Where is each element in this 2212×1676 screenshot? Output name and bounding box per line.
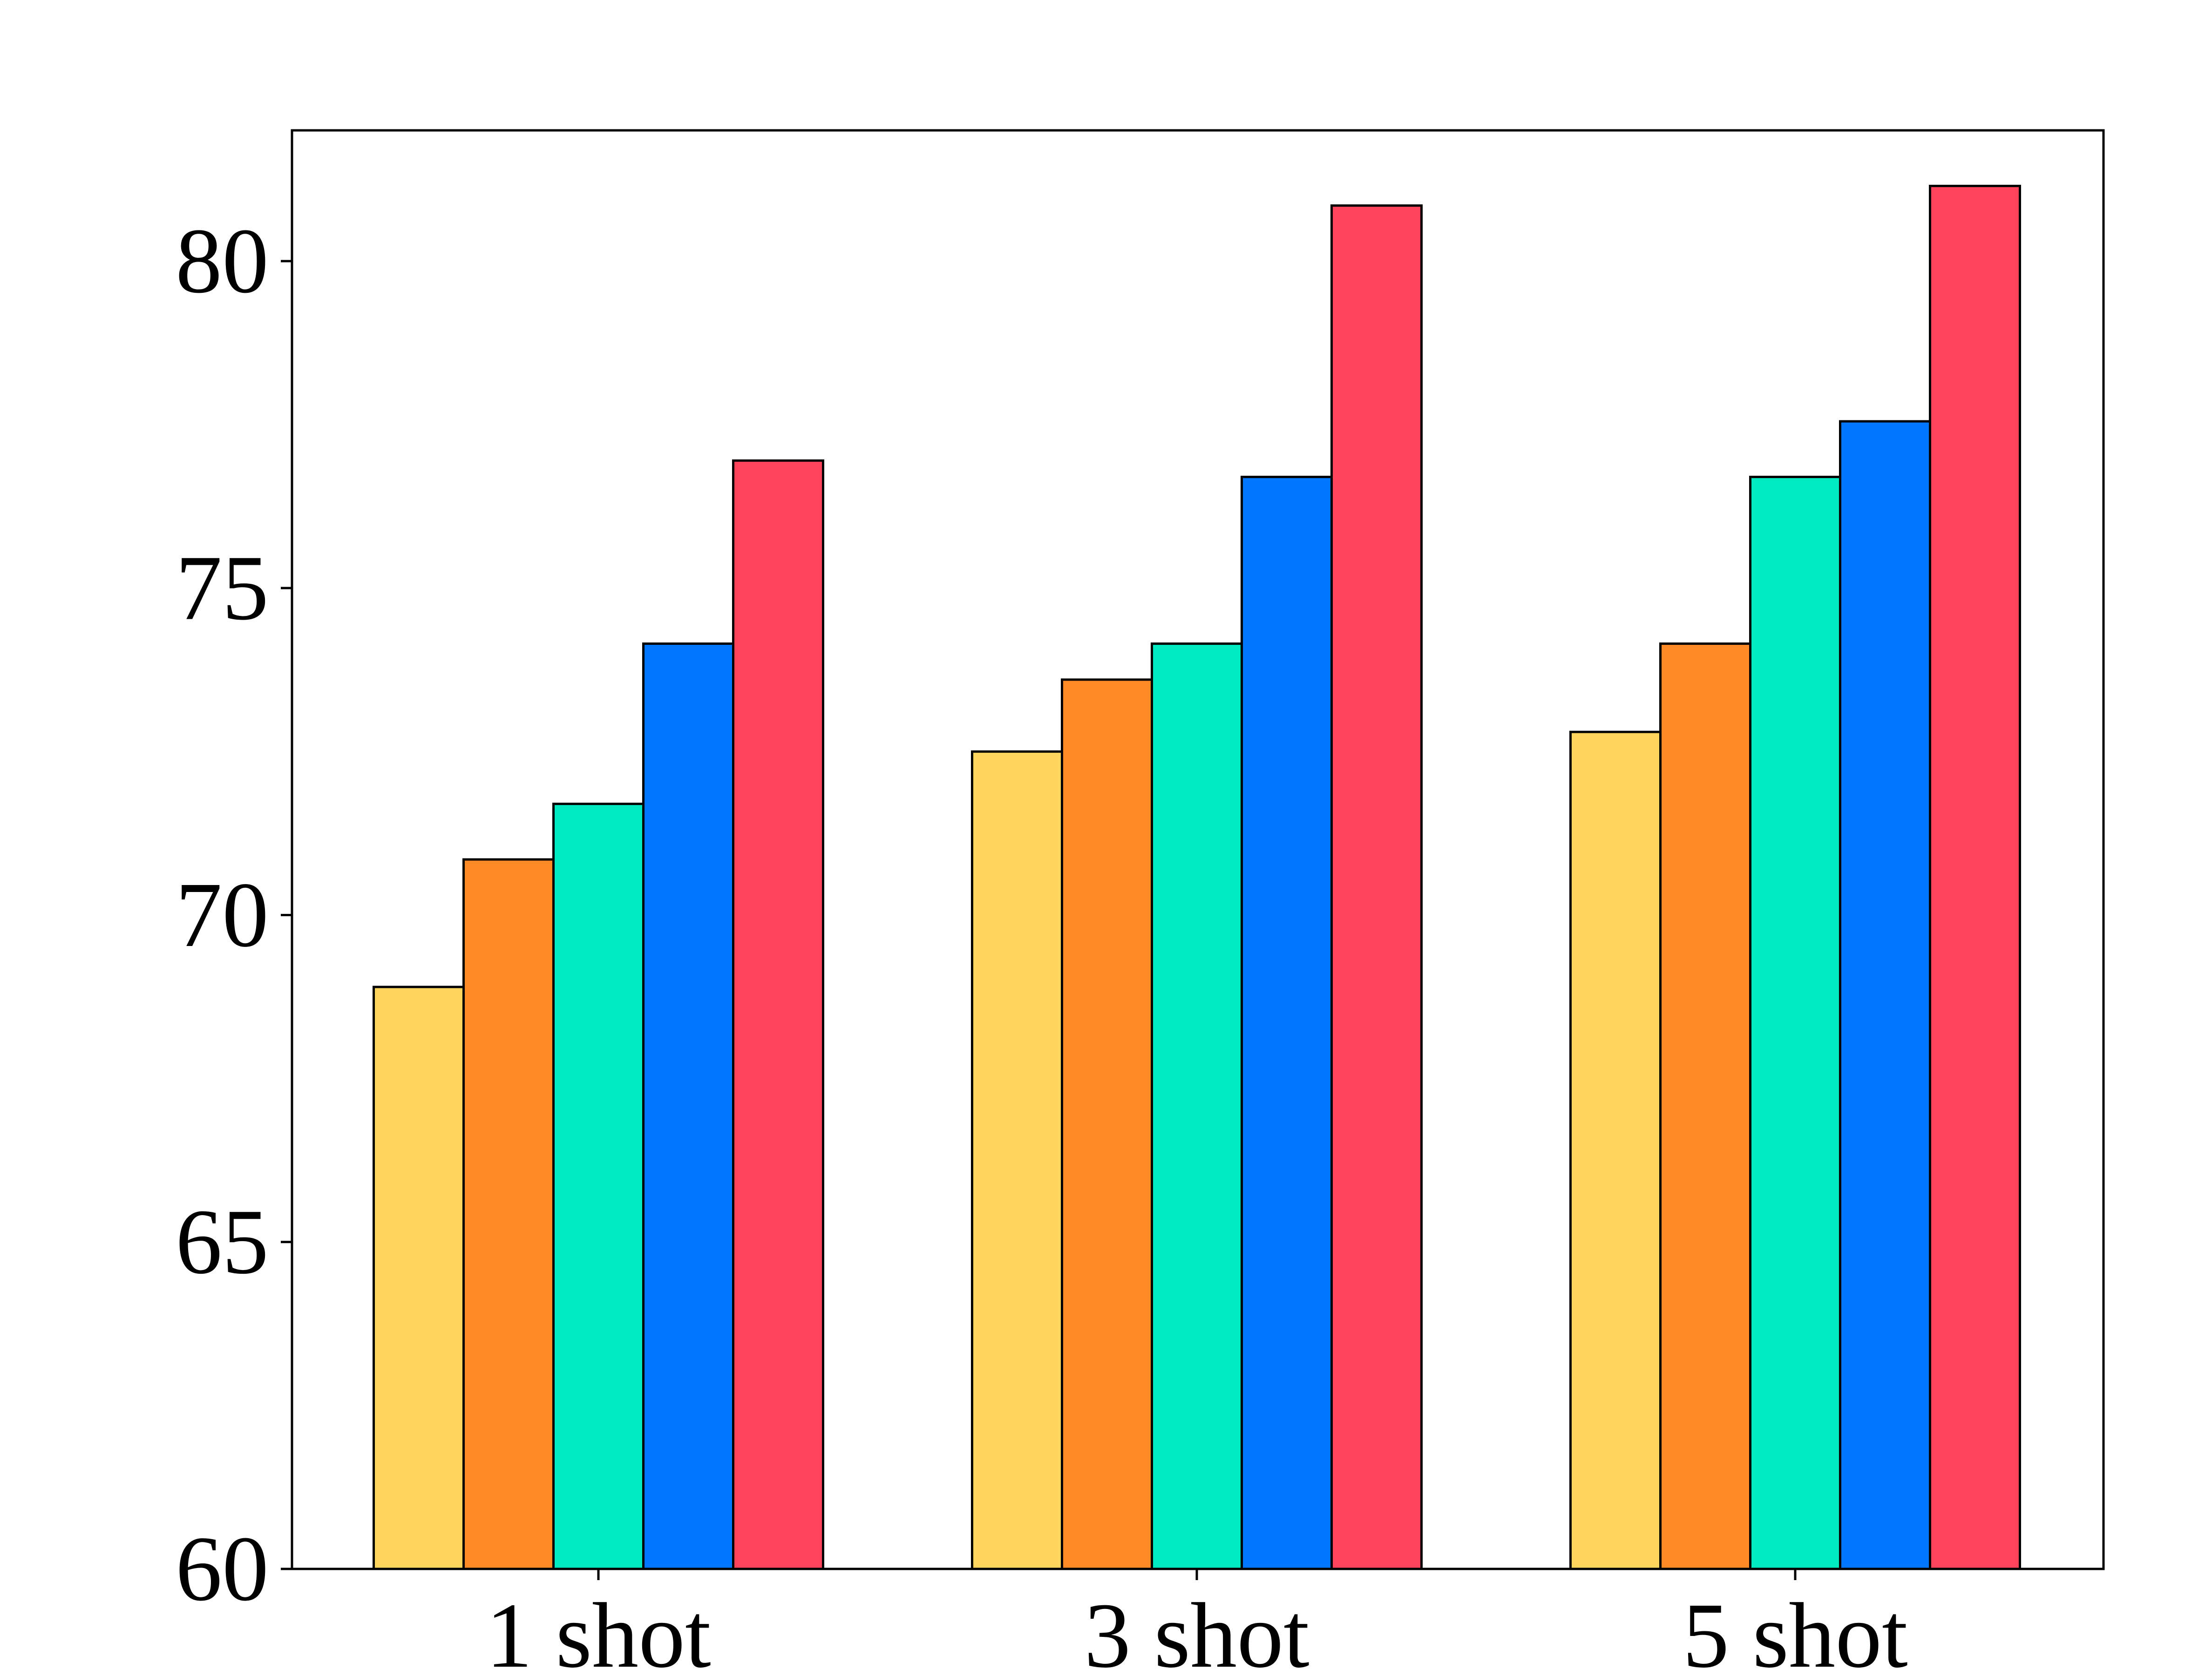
bar-3-shot-series-3 <box>1151 642 1243 1570</box>
bar-5-shot-series-2 <box>1659 642 1751 1570</box>
x-tick-label-1: 1 shot <box>486 1584 711 1676</box>
bar-1-shot-series-2 <box>462 858 555 1570</box>
x-tick-label-2: 3 shot <box>1084 1584 1309 1676</box>
bar-1-shot-series-3 <box>552 803 645 1570</box>
y-tick-label-70: 70 <box>176 864 269 966</box>
bar-3-shot-series-2 <box>1061 678 1153 1570</box>
bar-5-shot-series-4 <box>1839 420 1931 1570</box>
bar-5-shot-series-3 <box>1749 475 1841 1570</box>
bar-1-shot-series-1 <box>373 986 465 1570</box>
x-tick-label-3: 5 shot <box>1683 1584 1907 1676</box>
bars-layer <box>373 184 2021 1570</box>
bar-3-shot-series-1 <box>971 750 1063 1570</box>
bar-3-shot-series-5 <box>1330 204 1423 1570</box>
bar-1-shot-series-4 <box>642 642 734 1570</box>
bar-5-shot-series-5 <box>1929 184 2021 1570</box>
bar-3-shot-series-4 <box>1241 475 1333 1570</box>
y-tick-label-80: 80 <box>176 210 269 312</box>
y-axis: 60 65 70 75 80 <box>176 210 292 1621</box>
bar-5-shot-series-1 <box>1569 730 1662 1570</box>
x-axis: 1 shot 3 shot 5 shot <box>486 1569 1908 1676</box>
y-tick-label-65: 65 <box>176 1190 269 1293</box>
y-tick-label-75: 75 <box>176 537 269 640</box>
y-tick-label-60: 60 <box>176 1518 269 1621</box>
bar-1-shot-series-5 <box>732 459 824 1570</box>
